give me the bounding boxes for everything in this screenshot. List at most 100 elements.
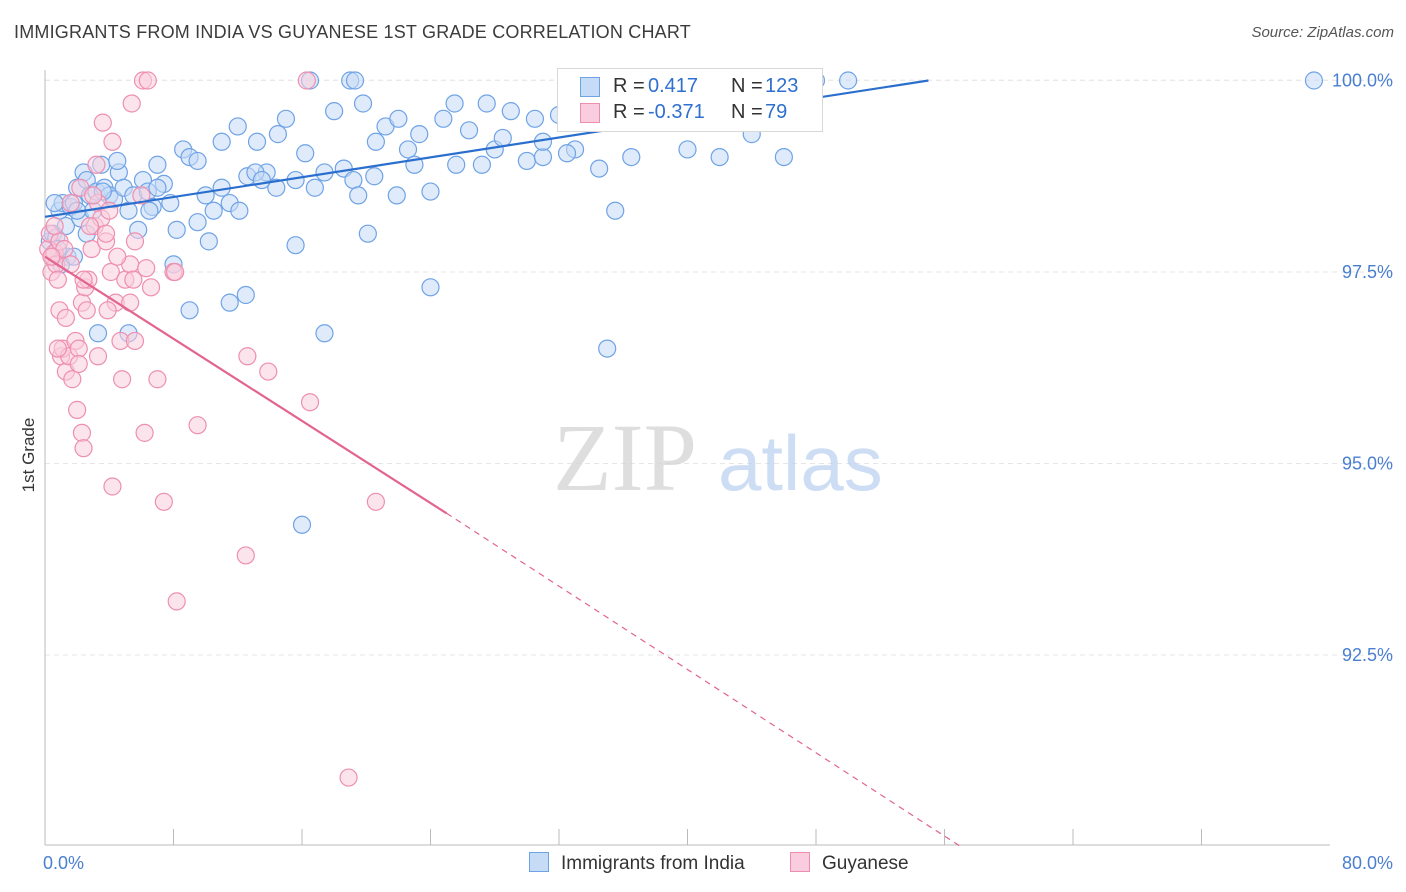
legend-n-label: N = — [731, 101, 763, 123]
point-guyanese — [93, 113, 112, 132]
watermark-zip: ZIP — [553, 404, 697, 511]
bottom-legend-label-india: Immigrants from India — [561, 853, 745, 874]
y-tick-label: 92.5% — [1342, 645, 1393, 665]
x-tick-label: 80.0% — [1342, 853, 1393, 873]
legend-swatch-india — [580, 77, 600, 97]
point-india — [236, 285, 255, 305]
point-india — [557, 144, 577, 163]
point-guyanese — [82, 239, 101, 259]
point-india — [447, 155, 466, 174]
legend-r-value: -0.371 — [648, 101, 705, 123]
bottom-legend-guyanese: Guyanese — [790, 852, 909, 875]
point-india — [228, 117, 247, 136]
point-india — [188, 213, 207, 232]
point-india — [247, 132, 267, 151]
y-tick-label: 100.0% — [1332, 71, 1393, 91]
point-india — [305, 178, 324, 197]
point-guyanese — [88, 347, 108, 366]
point-india — [459, 121, 479, 140]
point-india — [315, 324, 334, 343]
point-india — [268, 125, 288, 144]
watermark-atlas: atlas — [718, 419, 883, 507]
point-guyanese — [125, 232, 145, 251]
point-guyanese — [148, 370, 167, 389]
point-india — [188, 151, 207, 171]
y-axis-label: 1st Grade — [19, 418, 38, 493]
bottom-legend-india: Immigrants from India — [529, 852, 745, 875]
bottom-legend-label-guyanese: Guyanese — [822, 853, 909, 874]
point-guyanese — [141, 278, 161, 297]
point-india — [1304, 71, 1324, 90]
point-guyanese — [63, 370, 82, 389]
point-guyanese — [339, 768, 358, 787]
point-guyanese — [122, 94, 141, 113]
point-guyanese — [80, 216, 100, 236]
point-india — [148, 178, 167, 197]
point-india — [410, 125, 429, 144]
point-india — [276, 109, 296, 128]
point-india — [45, 193, 64, 213]
point-guyanese — [48, 339, 67, 358]
point-india — [108, 151, 127, 171]
point-india — [387, 186, 406, 205]
point-guyanese — [236, 546, 255, 565]
point-guyanese — [135, 423, 154, 442]
point-india — [365, 167, 384, 186]
point-guyanese — [84, 186, 103, 205]
point-india — [88, 324, 108, 343]
bottom-legend-swatch-guyanese — [790, 852, 810, 872]
correlation-legend: R = 0.417 N = 123 R = -0.371 N = 79 — [557, 68, 823, 132]
tick-labels: 92.5% 95.0% 97.5% 100.0% 0.0% 80.0% — [43, 71, 1393, 874]
point-india — [180, 301, 199, 320]
point-india — [533, 148, 553, 167]
point-guyanese — [132, 186, 151, 205]
trend-line-guyanese — [44, 255, 448, 515]
point-guyanese — [77, 301, 96, 320]
point-guyanese — [238, 347, 257, 366]
legend-r-label: R = — [613, 75, 645, 97]
point-india — [678, 140, 697, 159]
point-india — [445, 94, 464, 113]
point-india — [252, 170, 271, 190]
point-guyanese — [112, 370, 132, 389]
legend-n-label: N = — [731, 75, 763, 97]
legend-r-label: R = — [613, 101, 645, 123]
point-india — [434, 109, 453, 128]
point-guyanese — [188, 416, 207, 435]
x-tick-label: 0.0% — [43, 853, 84, 873]
point-guyanese — [124, 270, 143, 289]
point-guyanese — [98, 301, 117, 320]
point-guyanese — [68, 400, 87, 419]
point-guyanese — [167, 592, 186, 611]
point-guyanese — [121, 293, 140, 312]
point-india — [292, 515, 312, 534]
point-india — [353, 94, 373, 113]
source-label: Source: ZipAtlas.com — [1251, 24, 1394, 41]
point-india — [267, 178, 286, 197]
point-guyanese — [138, 71, 157, 90]
point-guyanese — [56, 308, 75, 328]
point-guyanese — [96, 224, 116, 243]
axes — [44, 70, 1330, 846]
point-india — [501, 102, 520, 121]
point-india — [710, 148, 729, 167]
grid-lines — [45, 79, 1395, 656]
bottom-legend-swatch-india — [529, 852, 549, 872]
point-guyanese — [87, 155, 106, 174]
point-india — [606, 201, 625, 220]
point-india — [517, 151, 536, 171]
point-india — [477, 94, 496, 113]
point-india — [230, 201, 249, 220]
point-india — [622, 148, 641, 167]
y-tick-label: 95.0% — [1342, 454, 1393, 474]
point-guyanese — [45, 216, 64, 236]
point-india — [296, 144, 315, 163]
point-india — [598, 339, 617, 358]
point-india — [421, 182, 440, 201]
point-guyanese — [69, 339, 88, 358]
legend-n-value: 123 — [765, 75, 799, 97]
legend-swatch-guyanese — [580, 103, 600, 123]
point-india — [472, 155, 491, 174]
chart-title: IMMIGRANTS FROM INDIA VS GUYANESE 1ST GR… — [14, 22, 691, 42]
point-guyanese — [100, 201, 119, 220]
